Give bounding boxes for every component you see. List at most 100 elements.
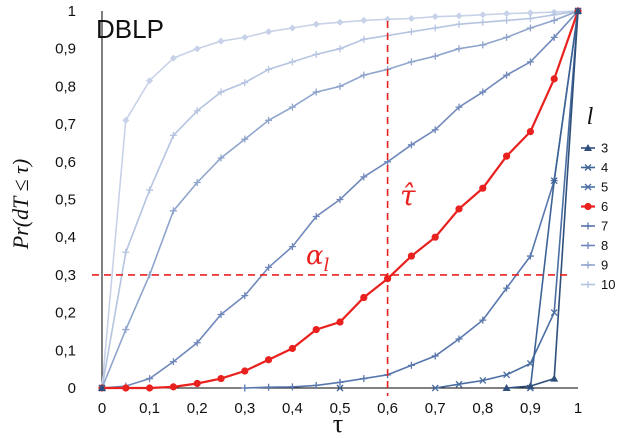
data-point (584, 281, 592, 288)
data-point (455, 335, 463, 343)
data-point (336, 378, 344, 386)
data-point (384, 15, 392, 23)
chart-title: DBLP (96, 14, 164, 44)
data-point (217, 88, 225, 96)
axis-layer: 0 0,1 0,2 0,3 0,4 0,5 0,6 0,7 0,8 0,9 1 0 0,1 0,2 0,3 0… (55, 3, 582, 417)
data-point (265, 28, 273, 36)
annotation-layer: αl τ̂ (92, 21, 568, 396)
legend-item-4: 4 (581, 160, 608, 175)
data-point (526, 382, 535, 390)
data-point (265, 116, 273, 124)
data-point (502, 384, 511, 391)
data-point (288, 344, 296, 353)
data-point (312, 88, 320, 96)
data-point (360, 16, 368, 24)
data-point (455, 205, 463, 213)
data-point (479, 316, 487, 324)
data-point (407, 28, 415, 36)
y-tick-label: 0,2 (55, 305, 76, 322)
data-point (503, 71, 511, 79)
x-tick-label: 1 (574, 400, 582, 417)
data-point (526, 15, 534, 23)
data-point (503, 10, 511, 18)
y-tick-label: 0,8 (55, 78, 76, 95)
data-point (455, 20, 463, 28)
data-point (193, 339, 201, 347)
legend-label: 3 (601, 141, 608, 156)
x-tick-label: 0,5 (330, 400, 351, 417)
x-tick-label: 0,3 (234, 400, 255, 417)
data-point (431, 384, 439, 392)
data-point (265, 263, 273, 271)
data-point (98, 384, 106, 391)
series-line (506, 10, 579, 389)
data-point (574, 7, 582, 14)
y-axis-label: Pr(dT ≤ τ) (8, 159, 33, 250)
data-point (122, 384, 130, 392)
legend-item-9: 9 (581, 258, 608, 273)
data-point (431, 13, 439, 21)
data-point (526, 58, 534, 66)
data-point (550, 33, 558, 41)
x-tick-label: 0,7 (425, 400, 446, 417)
data-point (193, 107, 201, 115)
data-point (503, 371, 511, 379)
data-point (336, 196, 344, 203)
data-point (169, 54, 177, 62)
legend-title: l (587, 104, 594, 130)
data-point (455, 45, 463, 53)
x-tick-label: 0,4 (282, 400, 303, 417)
data-point (407, 58, 415, 66)
y-tick-label: 0,4 (55, 229, 76, 246)
data-point (241, 135, 249, 143)
data-point (146, 77, 154, 85)
data-point (431, 24, 439, 32)
data-point (360, 375, 368, 383)
data-point (479, 18, 487, 26)
data-point (169, 207, 177, 215)
y-tick-label: 0,1 (55, 342, 76, 359)
data-point (526, 252, 534, 260)
data-point (455, 380, 463, 388)
series-6 (98, 7, 582, 392)
data-point (455, 12, 463, 20)
x-tick-label: 0 (98, 400, 106, 417)
data-point (503, 284, 511, 292)
data-point (217, 310, 225, 318)
legend-label: 10 (601, 277, 615, 292)
data-point (431, 233, 439, 241)
legend-label: 5 (601, 180, 608, 195)
data-point (431, 352, 439, 360)
y-tick-label: 1 (68, 3, 76, 20)
data-point (550, 16, 558, 24)
data-point (265, 356, 273, 364)
data-point (312, 325, 320, 334)
data-point (312, 381, 320, 389)
y-tick-label: 0,9 (55, 41, 76, 58)
data-point (122, 248, 130, 256)
data-point (146, 271, 154, 279)
y-tick-label: 0,6 (55, 154, 76, 171)
legend-label: 4 (601, 160, 608, 175)
data-point (265, 65, 273, 73)
legend-item-8: 8 (581, 238, 608, 253)
data-point (503, 16, 511, 24)
legend-item-10: 10 (581, 277, 615, 292)
data-point (407, 252, 415, 260)
data-point (169, 383, 177, 391)
data-point (169, 131, 177, 139)
data-point (584, 164, 592, 171)
data-point (360, 293, 368, 302)
data-point (288, 24, 296, 32)
data-point (122, 326, 130, 334)
data-point (479, 11, 487, 19)
data-point (336, 18, 344, 26)
x-tick-label: 0,8 (472, 400, 493, 417)
series-8 (98, 7, 582, 392)
legend-label: 7 (601, 219, 608, 234)
alpha-label: αl (306, 241, 330, 276)
data-point (336, 82, 344, 90)
data-point (526, 128, 535, 136)
data-point (431, 52, 439, 60)
